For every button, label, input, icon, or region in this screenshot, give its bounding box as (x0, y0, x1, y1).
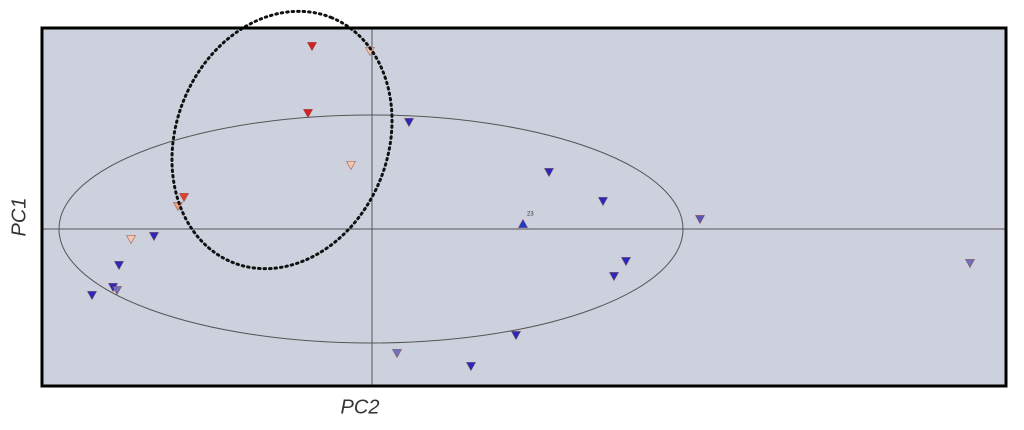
point (391, 348, 403, 359)
point (111, 285, 123, 296)
point (543, 167, 555, 178)
marks: 23 (42, 28, 1006, 386)
y-axis-label: PC1 (8, 198, 30, 237)
point-label: 23 (527, 212, 534, 218)
point (302, 109, 314, 119)
confidence-ellipse (58, 114, 684, 344)
group-ellipse (170, 9, 394, 271)
point (620, 256, 632, 267)
point (597, 196, 609, 207)
point (964, 258, 976, 269)
point (510, 330, 522, 341)
point (345, 160, 357, 171)
point (125, 234, 137, 245)
point (517, 218, 529, 229)
point (306, 42, 318, 52)
plot-area (42, 28, 1006, 386)
x-axis-label: PC2 (341, 396, 380, 418)
point (113, 260, 125, 271)
point (694, 214, 706, 225)
point (178, 192, 190, 203)
plot-frame (40, 26, 1008, 388)
point (86, 290, 98, 301)
point (608, 271, 620, 282)
point (403, 118, 415, 128)
point (465, 361, 477, 372)
point (148, 231, 160, 242)
